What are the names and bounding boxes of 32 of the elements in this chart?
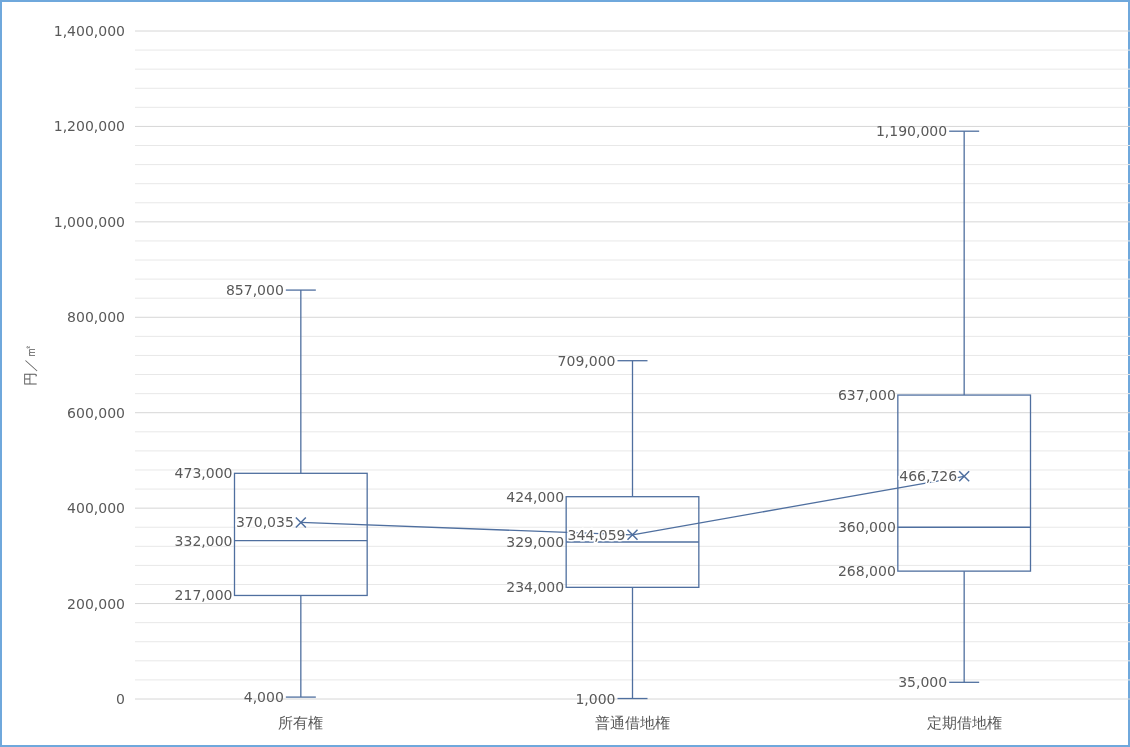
annotation: 709,000 [557,352,616,369]
y-tick-label: 800,000 [67,309,125,326]
x-tick-label: 普通借地権 [595,714,670,732]
y-tick-label: 1,200,000 [53,118,125,135]
annotation: 857,000 [225,282,284,299]
annotation: 637,000 [837,387,896,404]
annotation: 332,000 [174,532,233,549]
annotation: 1,000 [575,690,616,707]
annotation: 424,000 [506,488,565,505]
annotation: 35,000 [898,674,948,691]
y-tick-label: 1,000,000 [53,213,125,230]
point [295,516,307,529]
x-tick-label: 定期借地権 [926,714,1002,732]
y-tick-label: 1,400,000 [53,23,125,39]
y-tick-label: 600,000 [67,404,125,421]
annotation: 4,000 [243,689,284,706]
point [958,470,970,483]
annotation: 217,000 [174,587,233,604]
annotation: 1,190,000 [875,123,948,140]
annotation: 234,000 [506,579,565,596]
annotation: 329,000 [506,534,565,551]
y-tick-label: 200,000 [67,595,125,612]
data-label: 370,035 [235,514,294,531]
data-label: 466,726 [899,468,958,485]
annotation: 473,000 [174,465,233,482]
point [626,529,639,541]
annotation: 360,000 [837,519,896,536]
y-tick-label: 400,000 [67,500,125,517]
annotation: 268,000 [837,563,896,580]
y-axis-title: 円／㎡ [22,344,38,386]
x-tick-label: 所有権 [278,714,324,732]
y-tick-label: 0 [116,691,125,707]
